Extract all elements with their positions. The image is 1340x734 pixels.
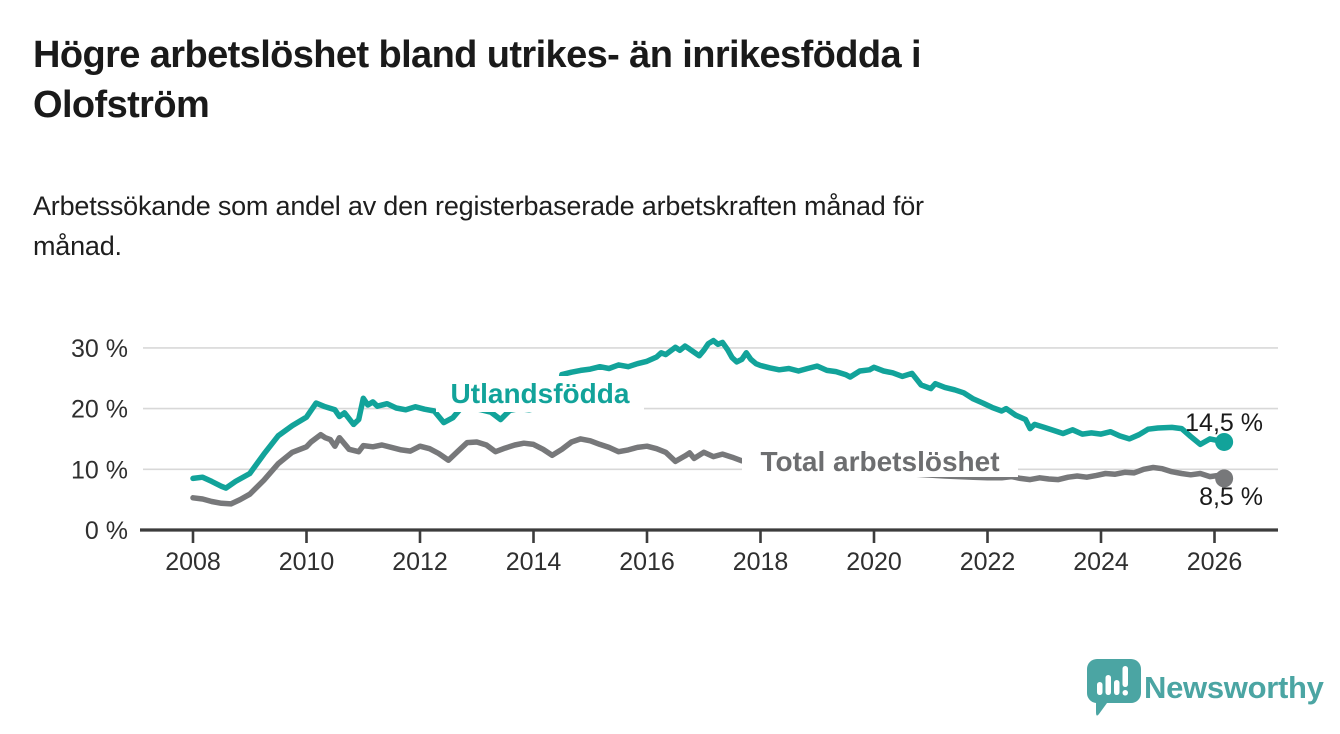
end-dot: [1215, 432, 1234, 451]
newsworthy-bubble-chart-icon: [1086, 659, 1141, 716]
exclamation-dot: [1122, 690, 1128, 696]
x-tick-label-2024: 2024: [1073, 548, 1129, 576]
line-total: [190, 431, 1227, 507]
title-line-1: Högre arbetslöshet bland utrikes- än inr…: [33, 34, 922, 76]
end-value-label-foreign-born: 14,5 %: [1185, 409, 1263, 437]
title-line-2: Olofström: [33, 84, 210, 126]
x-tick-label-2020: 2020: [846, 548, 902, 576]
exclamation-bar: [1122, 666, 1128, 687]
end-value-label-total: 8,5 %: [1199, 483, 1263, 511]
y-tick-label-0: 0 %: [85, 517, 128, 545]
x-tick-label-2016: 2016: [619, 548, 675, 576]
x-tick-label-2022: 2022: [960, 548, 1016, 576]
bar-3: [1114, 680, 1120, 695]
label-halo-rect: [742, 446, 1018, 477]
end-dot: [1215, 469, 1234, 488]
page-title: Högre arbetslöshet bland utrikes- än inr…: [33, 30, 922, 130]
newsworthy-wordmark: Newsworthy: [1144, 670, 1324, 705]
series-label-foreign-born: Utlandsfödda: [451, 378, 630, 409]
series-label-total: Total arbetslöshet: [760, 446, 999, 477]
x-tick-label-2018: 2018: [733, 548, 789, 576]
x-tick-label-2010: 2010: [279, 548, 335, 576]
subtitle-line-2: månad.: [33, 231, 122, 261]
y-tick-label-20: 20 %: [71, 396, 128, 424]
bar-1: [1097, 682, 1103, 695]
subtitle-line-1: Arbetssökande som andel av den registerb…: [33, 191, 924, 221]
line-foreign-born: [190, 337, 1227, 491]
y-tick-label-30: 30 %: [71, 335, 128, 363]
chart-subtitle: Arbetssökande som andel av den registerb…: [33, 186, 924, 266]
x-tick-label-2012: 2012: [392, 548, 448, 576]
y-tick-label-10: 10 %: [71, 456, 128, 484]
x-tick-label-2014: 2014: [506, 548, 562, 576]
x-tick-label-2008: 2008: [165, 548, 221, 576]
newsworthy-logo: Newsworthy: [1086, 656, 1324, 718]
label-halo-rect: [436, 376, 644, 412]
x-tick-label-2026: 2026: [1187, 548, 1243, 576]
bar-2: [1105, 675, 1111, 695]
